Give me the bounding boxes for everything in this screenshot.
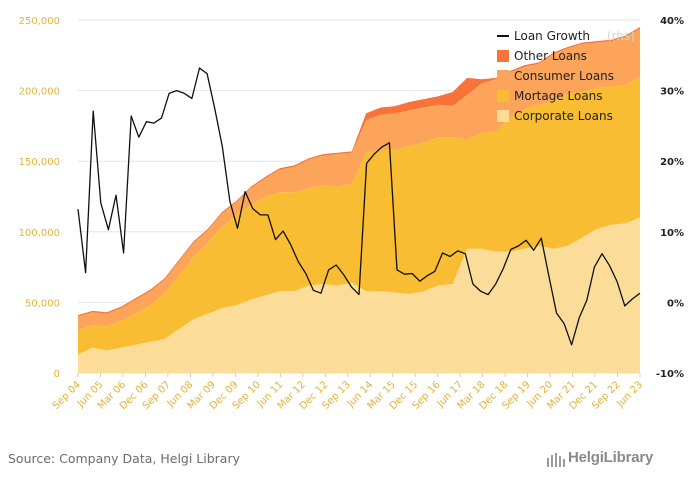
legend-rhs-note: (rhs) xyxy=(607,29,635,43)
corporate-loans-area xyxy=(78,217,640,373)
left-tick-label: 50,000 xyxy=(25,298,60,309)
left-tick-label: 150,000 xyxy=(19,157,60,168)
legend-label: Other Loans xyxy=(514,49,587,63)
legend-swatch xyxy=(497,70,509,82)
legend-swatch xyxy=(497,90,509,102)
legend-label: Loan Growth xyxy=(514,29,590,43)
legend-label: Consumer Loans xyxy=(514,69,614,83)
right-axis-ticks: -10% 0% 10% 20% 30% 40% xyxy=(656,16,684,380)
stacked-areas xyxy=(78,27,640,373)
legend-swatch xyxy=(497,110,509,122)
consumer-loans-area xyxy=(78,28,640,331)
left-axis-ticks: 0 50,000 100,000 150,000 200,000 250,000 xyxy=(19,16,60,380)
left-tick-label: 0 xyxy=(54,369,60,380)
right-tick-label: 20% xyxy=(660,157,684,168)
legend-label: Mortage Loans xyxy=(514,89,603,103)
loan-growth-line xyxy=(77,67,641,346)
left-tick-label: 250,000 xyxy=(19,16,60,27)
growth-line xyxy=(77,67,641,346)
legend-label: Corporate Loans xyxy=(514,109,613,123)
right-tick-label: 40% xyxy=(660,16,684,27)
left-tick-label: 100,000 xyxy=(19,228,60,239)
x-tick-label: Sep 04 xyxy=(51,379,83,411)
right-tick-label: 10% xyxy=(660,228,684,239)
right-tick-label: 0% xyxy=(667,298,684,309)
legend-swatch xyxy=(497,50,509,62)
right-tick-label: 30% xyxy=(660,87,684,98)
mortgage-loans-area xyxy=(78,76,640,355)
legend: Loan Growth (rhs) Other Loans Consumer Loan… xyxy=(497,29,635,123)
brand-logo: HelgiLibrary xyxy=(568,449,654,466)
right-tick-label: -10% xyxy=(656,369,684,380)
source-note: Source: Company Data, Helgi Library xyxy=(8,451,241,466)
library-icon xyxy=(547,453,565,467)
left-tick-label: 200,000 xyxy=(19,87,60,98)
